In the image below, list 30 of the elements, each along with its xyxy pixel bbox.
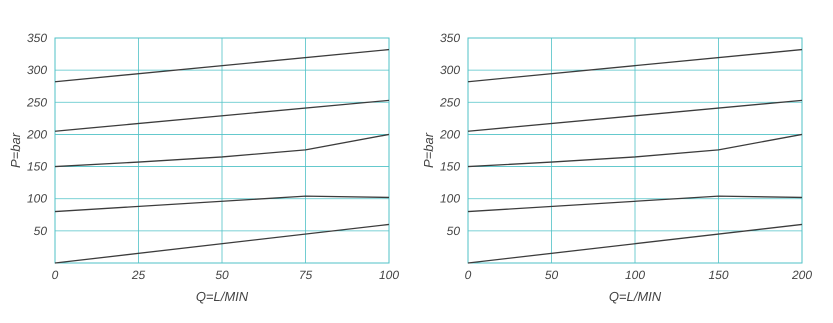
line-series — [467, 134, 803, 168]
x-tick-label: 0 — [52, 268, 59, 282]
y-tick-label: 200 — [26, 127, 48, 142]
y-tick-label: 350 — [26, 31, 48, 45]
y-tick-label: 50 — [446, 224, 460, 238]
x-axis-title: Q=L/MIN — [196, 289, 249, 304]
x-axis-title: Q=L/MIN — [608, 289, 662, 304]
y-tick-label: 300 — [440, 63, 460, 78]
x-tick-label: 200 — [790, 268, 812, 282]
x-tick-label: 100 — [624, 268, 646, 282]
x-tick-label: 75 — [298, 268, 312, 282]
x-tick-label: 150 — [708, 268, 729, 282]
y-axis-title: P=bar — [8, 132, 23, 168]
x-tick-label: 25 — [130, 268, 146, 282]
x-tick-label: 0 — [464, 268, 472, 282]
y-tick-label: 300 — [26, 63, 48, 78]
y-tick-label: 100 — [26, 192, 48, 206]
x-tick-label: 50 — [215, 268, 229, 282]
y-tick-label: 200 — [438, 127, 460, 142]
y-tick-label: 250 — [438, 95, 460, 110]
line-series — [54, 134, 390, 168]
y-tick-label: 250 — [26, 95, 48, 110]
y-tick-label: 50 — [34, 224, 48, 238]
x-tick-label: 50 — [544, 268, 558, 282]
y-tick-label: 350 — [440, 31, 460, 45]
y-tick-label: 100 — [440, 192, 460, 206]
y-axis-title: P=bar — [421, 132, 436, 168]
x-tick-label: 100 — [378, 268, 400, 282]
y-tick-label: 150 — [26, 160, 48, 174]
y-tick-label: 150 — [440, 160, 460, 174]
